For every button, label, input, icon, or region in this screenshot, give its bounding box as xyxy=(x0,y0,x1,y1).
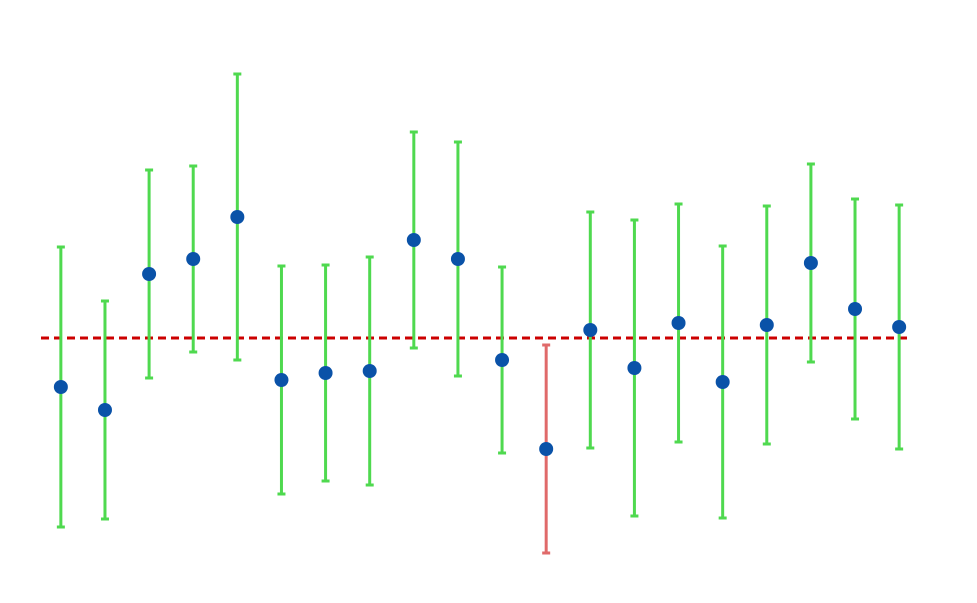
data-point xyxy=(892,320,907,334)
data-point xyxy=(186,252,201,266)
data-point xyxy=(53,380,68,394)
data-point xyxy=(583,323,598,337)
data-point xyxy=(97,403,112,417)
data-point xyxy=(495,353,510,367)
data-point xyxy=(362,364,377,378)
data-point xyxy=(230,210,245,224)
data-point xyxy=(450,252,465,266)
data-point xyxy=(848,302,863,316)
data-point xyxy=(715,375,730,389)
data-point xyxy=(406,233,421,247)
data-point xyxy=(142,267,157,281)
data-point xyxy=(627,361,642,375)
data-point xyxy=(803,256,818,270)
data-point xyxy=(539,442,554,456)
data-point xyxy=(671,316,686,330)
data-point xyxy=(318,366,333,380)
data-point xyxy=(759,318,774,332)
data-point xyxy=(274,373,289,387)
